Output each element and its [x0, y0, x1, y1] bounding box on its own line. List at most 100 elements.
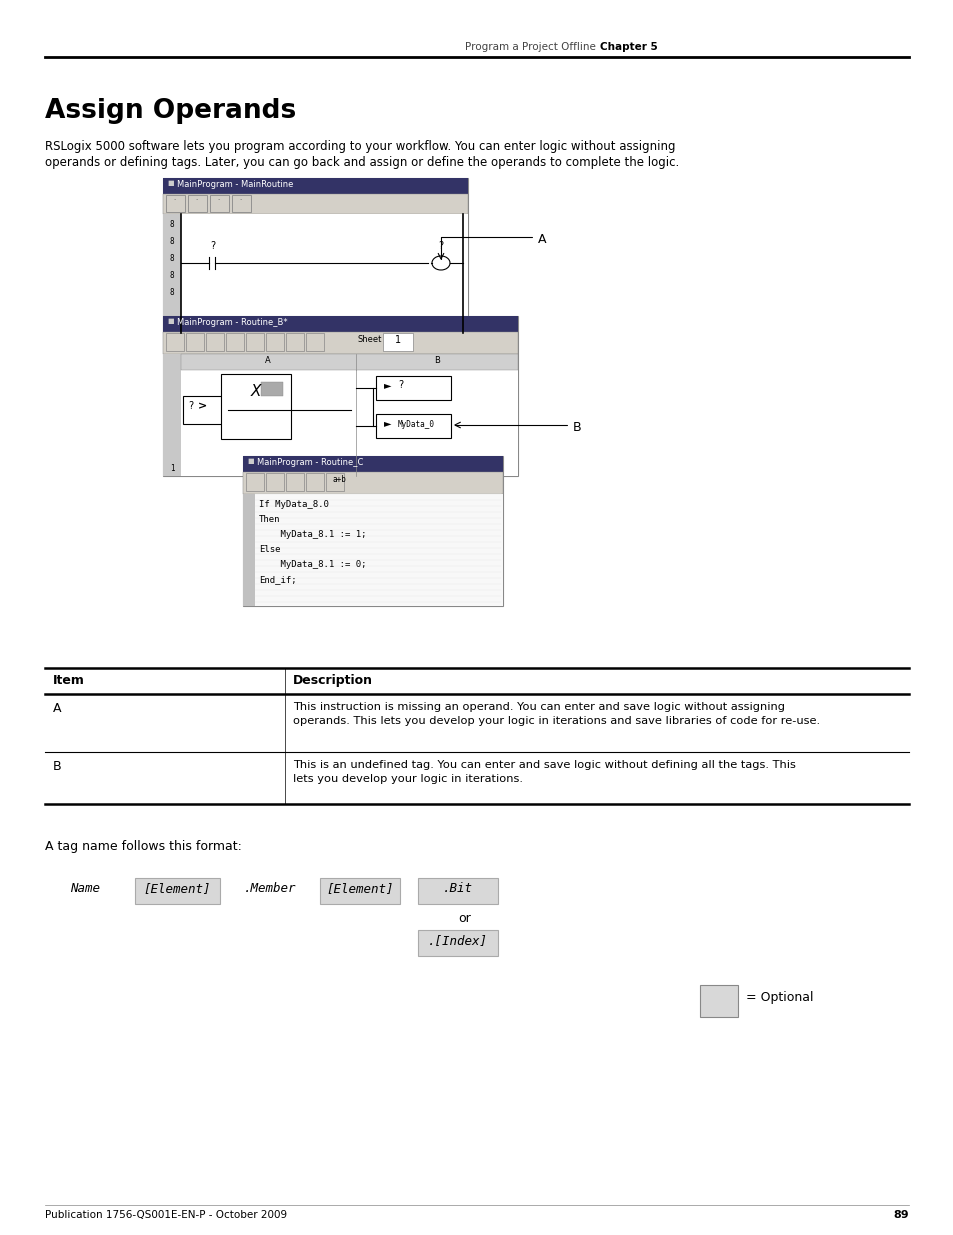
Bar [163, 214, 181, 333]
Bar [210, 195, 229, 212]
Text: MainProgram - Routine_B*: MainProgram - Routine_B* [177, 317, 287, 327]
Text: X: X [251, 384, 261, 399]
Text: ..: .. [195, 196, 198, 201]
Text: a+b: a+b [333, 475, 347, 484]
Text: ?: ? [188, 401, 193, 411]
Text: Item: Item [53, 674, 85, 687]
Text: 1: 1 [395, 335, 400, 345]
Bar [183, 396, 228, 424]
Text: Description: Description [293, 674, 373, 687]
Text: A: A [537, 233, 546, 246]
Bar [375, 375, 451, 400]
Bar [382, 333, 413, 351]
Text: [Element]: [Element] [326, 882, 394, 895]
Bar [163, 194, 468, 214]
Text: B: B [53, 760, 62, 773]
Bar [221, 374, 291, 438]
Bar [181, 354, 517, 370]
Text: Name: Name [70, 882, 100, 895]
Text: ..: .. [239, 196, 242, 201]
Bar [319, 878, 399, 904]
Text: End_if;: End_if; [258, 576, 296, 584]
Bar [135, 878, 220, 904]
Text: Sheet: Sheet [357, 335, 382, 345]
Bar [243, 456, 502, 606]
Text: ?: ? [438, 241, 443, 251]
Text: ..: .. [217, 196, 220, 201]
Text: Program a Project Offline: Program a Project Offline [465, 42, 596, 52]
Text: 8: 8 [170, 288, 174, 296]
Text: or: or [457, 911, 470, 925]
Bar [166, 195, 185, 212]
Text: 8: 8 [170, 254, 174, 263]
Text: 8: 8 [170, 237, 174, 246]
Bar [246, 333, 264, 351]
Text: MyData_0: MyData_0 [397, 420, 435, 429]
Bar [232, 195, 251, 212]
Bar [261, 382, 283, 396]
Bar [306, 473, 324, 492]
Text: ■: ■ [167, 180, 173, 186]
Text: Chapter 5: Chapter 5 [599, 42, 657, 52]
Bar [417, 878, 497, 904]
Text: MainProgram - MainRoutine: MainProgram - MainRoutine [177, 180, 294, 189]
Text: RSLogix 5000 software lets you program according to your workflow. You can enter: RSLogix 5000 software lets you program a… [45, 140, 675, 153]
Bar [286, 473, 304, 492]
Text: MyData_8.1 := 0;: MyData_8.1 := 0; [258, 559, 366, 569]
Text: >: > [198, 401, 207, 411]
Bar [163, 332, 517, 354]
Text: Publication 1756-QS001E-EN-P - October 2009: Publication 1756-QS001E-EN-P - October 2… [45, 1210, 287, 1220]
Text: 8: 8 [170, 270, 174, 280]
Bar [266, 473, 284, 492]
Text: This instruction is missing an operand. You can enter and save logic without ass: This instruction is missing an operand. … [293, 701, 820, 726]
Text: operands or defining tags. Later, you can go back and assign or define the opera: operands or defining tags. Later, you ca… [45, 156, 679, 169]
Bar [246, 473, 264, 492]
Text: .[Index]: .[Index] [428, 934, 488, 947]
Text: 89: 89 [892, 1210, 908, 1220]
Text: = Optional: = Optional [745, 990, 813, 1004]
Text: ►: ► [384, 417, 391, 429]
Bar [226, 333, 244, 351]
Text: ►: ► [384, 380, 391, 390]
Bar [206, 333, 224, 351]
Text: 1: 1 [170, 464, 174, 473]
Bar [163, 354, 181, 475]
Text: MyData_8.1 := 1;: MyData_8.1 := 1; [258, 530, 366, 538]
Text: A: A [265, 356, 271, 366]
Text: ..: .. [173, 196, 176, 201]
Bar [306, 333, 324, 351]
Text: If MyData_8.0: If MyData_8.0 [258, 500, 329, 509]
Bar [417, 930, 497, 956]
Text: B: B [434, 356, 439, 366]
Bar [188, 195, 207, 212]
Bar [163, 178, 468, 194]
Bar [326, 473, 344, 492]
Text: Assign Operands: Assign Operands [45, 98, 296, 124]
Bar [163, 354, 517, 475]
Circle shape [225, 408, 231, 412]
Text: A tag name follows this format:: A tag name follows this format: [45, 840, 242, 853]
Bar [163, 214, 468, 333]
Text: Else: Else [258, 545, 280, 555]
Text: B: B [573, 421, 581, 433]
Text: ?: ? [397, 380, 403, 390]
Bar [166, 333, 184, 351]
Bar [286, 333, 304, 351]
Text: ■: ■ [167, 317, 173, 324]
Bar [266, 333, 284, 351]
Bar [163, 316, 517, 475]
Bar [243, 494, 502, 606]
Bar [186, 333, 204, 351]
Text: A: A [53, 701, 61, 715]
Bar [243, 472, 502, 494]
Text: MainProgram - Routine_C: MainProgram - Routine_C [256, 458, 363, 467]
Text: This is an undefined tag. You can enter and save logic without defining all the : This is an undefined tag. You can enter … [293, 760, 795, 784]
Text: .Bit: .Bit [442, 882, 473, 895]
Text: ?: ? [211, 241, 215, 251]
Text: Then: Then [258, 515, 280, 524]
Bar [163, 178, 468, 333]
Text: [Element]: [Element] [143, 882, 211, 895]
Text: ■: ■ [247, 458, 253, 464]
Bar [243, 494, 254, 606]
Text: 8: 8 [170, 220, 174, 228]
